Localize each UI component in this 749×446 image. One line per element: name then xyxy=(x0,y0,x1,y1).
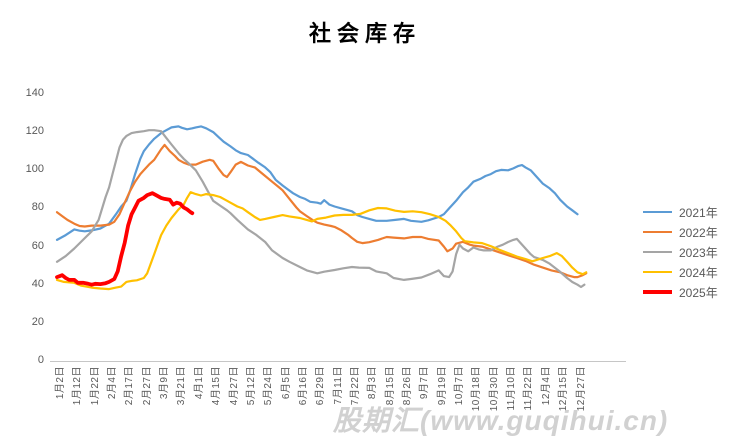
x-axis-tick-label: 8月3日 xyxy=(367,366,379,400)
x-axis-tick-label: 3月9日 xyxy=(159,366,171,400)
legend-label: 2023年 xyxy=(679,245,718,260)
legend-swatch-icon xyxy=(643,231,672,233)
y-axis-tick-label: 80 xyxy=(31,201,44,214)
legend-item-2023年: 2023年 xyxy=(643,242,718,262)
watermark: 股期汇(www.guqihui.cn) xyxy=(333,405,669,436)
y-axis-tick-label: 0 xyxy=(37,354,44,366)
series-line-2024年 xyxy=(55,191,588,291)
x-axis-tick-label: 5月12日 xyxy=(245,366,257,406)
legend-item-2022年: 2022年 xyxy=(643,222,718,242)
x-axis-line xyxy=(50,361,626,362)
legend-label: 2022年 xyxy=(679,225,718,240)
legend-label: 2024年 xyxy=(679,265,718,280)
legend-label: 2025年 xyxy=(679,285,718,300)
y-axis-tick-label: 140 xyxy=(25,87,44,99)
x-axis-tick-label: 4月15日 xyxy=(211,366,223,406)
x-axis-tick-label: 6月5日 xyxy=(280,366,292,400)
x-axis-tick-label: 2月17日 xyxy=(124,366,136,406)
x-axis-tick-label: 4月1日 xyxy=(193,366,205,400)
chart-title: 社会库存 xyxy=(308,21,421,47)
legend-swatch-icon xyxy=(643,211,672,213)
legend-label: 2021年 xyxy=(679,205,718,220)
y-axis-tick-label: 20 xyxy=(31,315,44,328)
y-axis-tick-label: 120 xyxy=(25,125,44,138)
x-axis-tick-label: 4月27日 xyxy=(228,366,240,406)
x-axis-tick-label: 3月21日 xyxy=(176,366,188,406)
y-axis-tick-label: 40 xyxy=(31,277,44,290)
x-axis-tick-label: 1月12日 xyxy=(72,366,84,406)
legend-swatch-icon xyxy=(643,271,672,273)
series-line-2025年 xyxy=(55,191,195,287)
legend: 2021年 2022年 2023年 2024年 2025年 xyxy=(643,202,718,302)
legend-item-2025年: 2025年 xyxy=(643,282,718,302)
legend-swatch-icon xyxy=(643,251,672,253)
x-axis-tick-label: 2月27日 xyxy=(141,366,153,406)
series-line-2023年 xyxy=(55,129,586,289)
legend-swatch-icon xyxy=(643,290,672,294)
x-axis-tick-label: 9月7日 xyxy=(419,366,431,400)
x-axis-tick-label: 5月24日 xyxy=(263,366,275,406)
y-axis-tick-label: 60 xyxy=(31,239,44,252)
x-axis-tick-label: 1月2日 xyxy=(55,366,66,400)
series-line-2022年 xyxy=(55,143,588,279)
legend-item-2021年: 2021年 xyxy=(643,202,718,222)
x-axis-tick-label: 2月4日 xyxy=(107,366,119,400)
x-axis-tick-label: 6月16日 xyxy=(297,366,309,406)
y-axis-tick-label: 100 xyxy=(25,163,44,176)
series-line-2021年 xyxy=(55,125,579,241)
legend-item-2024年: 2024年 xyxy=(643,262,718,282)
x-axis-tick-label: 1月22日 xyxy=(89,366,101,406)
x-axis-tick-label: 6月29日 xyxy=(315,366,327,406)
